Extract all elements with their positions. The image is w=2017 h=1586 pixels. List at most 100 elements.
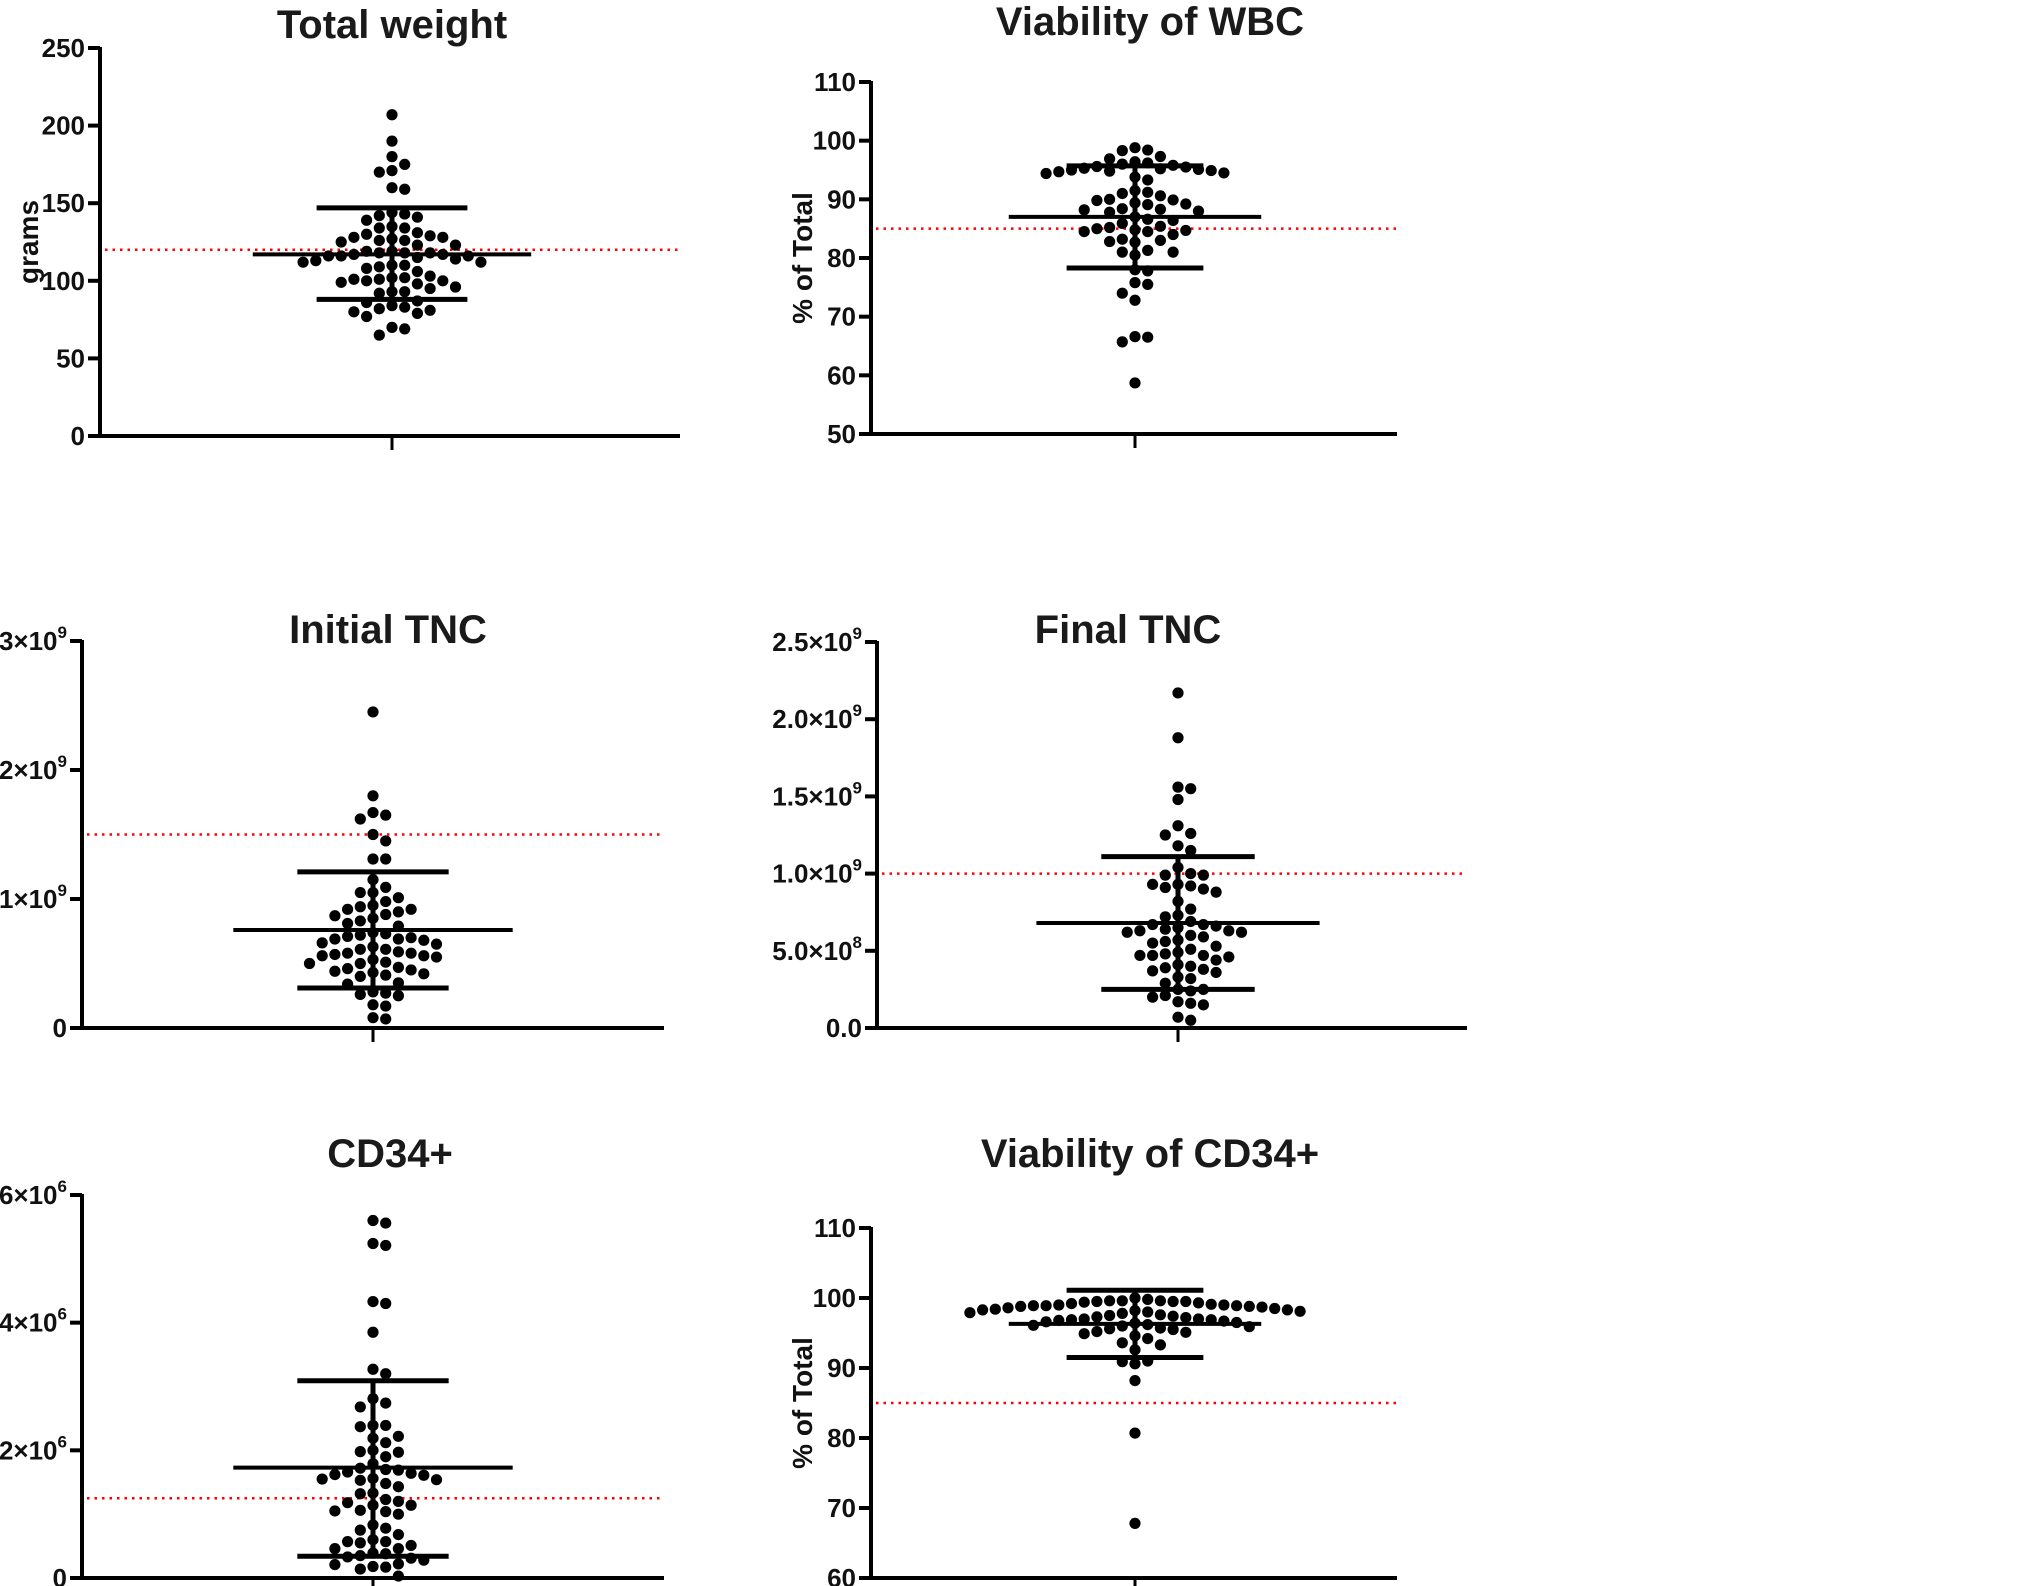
data-point xyxy=(361,262,373,274)
data-point xyxy=(418,1469,430,1481)
data-point xyxy=(392,1508,404,1520)
data-point xyxy=(1053,1299,1065,1311)
data-point xyxy=(1116,287,1128,299)
data-point xyxy=(1185,827,1197,840)
data-point xyxy=(424,282,436,295)
data-point xyxy=(354,915,366,927)
data-point xyxy=(411,211,423,223)
data-point xyxy=(342,947,354,959)
data-point xyxy=(405,1499,417,1511)
data-point xyxy=(392,1570,404,1582)
data-point xyxy=(1142,199,1154,211)
data-point xyxy=(329,1543,341,1555)
data-point xyxy=(380,969,392,981)
data-point xyxy=(1281,1304,1293,1316)
data-point xyxy=(380,908,392,921)
data-point xyxy=(1154,1295,1166,1307)
data-point xyxy=(1197,999,1209,1011)
data-point xyxy=(310,255,322,267)
data-point xyxy=(342,963,354,975)
data-point xyxy=(1159,869,1171,881)
data-point xyxy=(342,1497,354,1509)
data-point xyxy=(335,276,347,288)
data-point xyxy=(342,903,354,915)
data-point xyxy=(1116,145,1128,157)
y-tick-label: 1×109 xyxy=(0,881,67,914)
data-point xyxy=(1180,1326,1192,1338)
data-point xyxy=(354,813,366,825)
y-tick-label: 3×109 xyxy=(0,623,67,656)
data-point xyxy=(373,261,385,273)
data-point xyxy=(1210,940,1222,952)
data-point xyxy=(392,1528,404,1541)
data-point xyxy=(1167,1295,1179,1308)
y-tick-label: 0 xyxy=(71,421,85,451)
data-point xyxy=(1142,1306,1154,1318)
data-point xyxy=(354,1537,366,1549)
data-point xyxy=(1091,194,1103,207)
data-point xyxy=(964,1307,976,1319)
data-point xyxy=(1172,732,1184,744)
data-point xyxy=(1129,294,1141,306)
data-point xyxy=(1065,1298,1078,1310)
data-point xyxy=(405,932,417,944)
data-point xyxy=(367,1560,379,1573)
data-point xyxy=(411,307,423,319)
data-point xyxy=(1121,926,1133,938)
data-point xyxy=(1116,1337,1128,1349)
data-point xyxy=(380,1217,392,1229)
data-point xyxy=(361,275,373,287)
data-point xyxy=(1159,948,1171,960)
data-point xyxy=(386,165,398,177)
data-point xyxy=(399,272,411,284)
data-point xyxy=(418,968,430,980)
data-point xyxy=(1091,1326,1103,1338)
data-point xyxy=(1104,153,1116,165)
data-point xyxy=(380,1451,392,1463)
data-point xyxy=(411,278,423,290)
data-point xyxy=(392,1495,404,1507)
data-point xyxy=(373,329,385,341)
data-point xyxy=(1231,1300,1243,1312)
data-point xyxy=(1205,164,1217,177)
data-point xyxy=(1142,1293,1154,1305)
data-point xyxy=(392,933,404,945)
data-point xyxy=(386,300,398,312)
data-point xyxy=(399,208,411,220)
chart-panel-5: Viability of CD34+ % of Total 60 70 80 90 100 1… xyxy=(787,1132,1397,1586)
y-axis-label: % of Total xyxy=(787,192,818,324)
data-point xyxy=(399,301,411,313)
data-point xyxy=(1180,1312,1192,1324)
data-point xyxy=(329,1558,341,1571)
data-point xyxy=(386,151,398,163)
data-point xyxy=(405,903,417,915)
data-point xyxy=(1172,820,1184,832)
data-point xyxy=(1159,962,1171,974)
y-tick-label: 0 xyxy=(53,1013,67,1043)
data-point xyxy=(373,303,385,315)
data-point xyxy=(392,892,404,904)
data-point xyxy=(1185,844,1197,857)
data-point xyxy=(386,321,398,333)
data-point xyxy=(405,1539,417,1552)
data-point xyxy=(1040,1300,1052,1312)
data-point xyxy=(1256,1301,1268,1313)
data-point xyxy=(399,323,411,335)
y-tick-label: 110 xyxy=(814,67,856,97)
data-point xyxy=(1167,1323,1179,1336)
data-point xyxy=(1142,144,1154,156)
data-point xyxy=(1210,954,1222,966)
data-point xyxy=(424,230,436,242)
data-point xyxy=(399,222,411,234)
y-tick-label: 100 xyxy=(813,1283,856,1313)
data-point xyxy=(1116,246,1128,258)
data-point xyxy=(1078,1313,1090,1325)
data-point xyxy=(361,228,373,240)
data-point xyxy=(1147,965,1159,977)
data-point xyxy=(1015,1300,1027,1312)
data-point xyxy=(380,853,392,865)
y-tick-label: 4×106 xyxy=(0,1305,67,1338)
data-point xyxy=(1235,926,1248,938)
data-point xyxy=(1210,966,1222,979)
y-tick-label: 1.0×109 xyxy=(772,856,862,889)
